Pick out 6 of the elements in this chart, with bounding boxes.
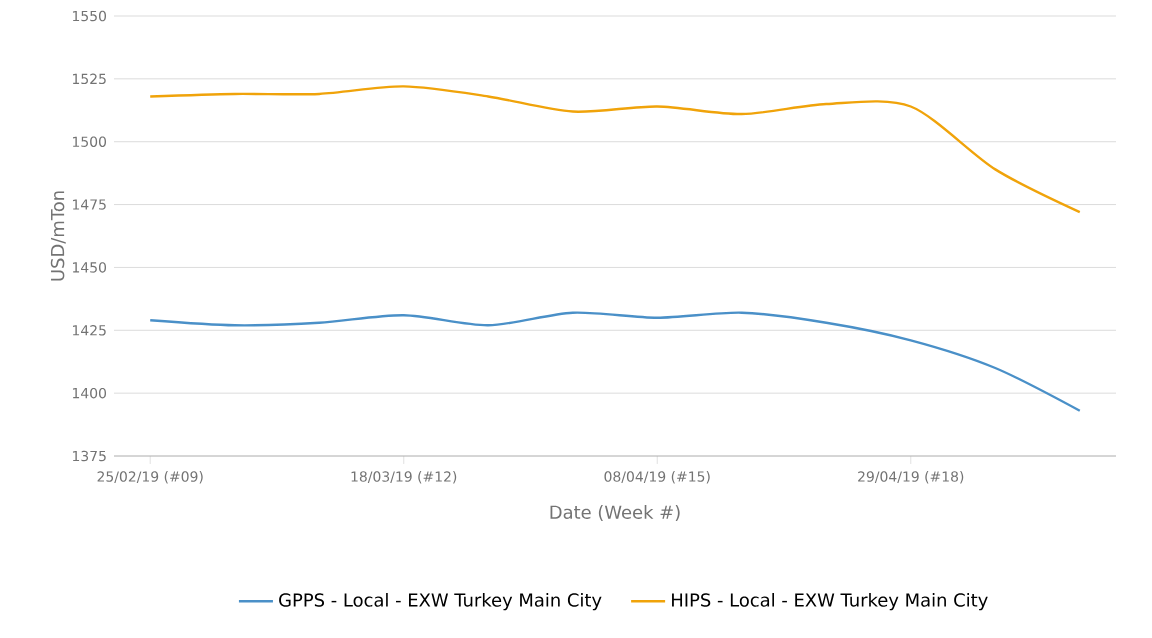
legend-label: GPPS - Local - EXW Turkey Main City (279, 592, 602, 611)
x-axis-title: Date (Week #) (550, 505, 680, 522)
line-series (149, 85, 1081, 214)
legend-label: HIPS - Local - EXW Turkey Main City (672, 592, 988, 611)
line-series (149, 311, 1081, 412)
y-axis-title: USD/mTon (50, 191, 66, 281)
